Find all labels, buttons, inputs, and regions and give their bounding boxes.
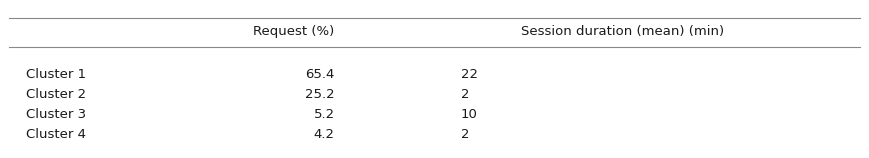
Text: 4.2: 4.2 — [314, 128, 335, 141]
Text: 25.2: 25.2 — [305, 88, 335, 101]
Text: Cluster 2: Cluster 2 — [26, 88, 86, 101]
Text: Cluster 1: Cluster 1 — [26, 68, 86, 81]
Text: Cluster 3: Cluster 3 — [26, 108, 86, 121]
Text: 65.4: 65.4 — [305, 68, 335, 81]
Text: Request (%): Request (%) — [254, 25, 335, 38]
Text: 2: 2 — [461, 88, 469, 101]
Text: Session duration (mean) (min): Session duration (mean) (min) — [521, 25, 725, 38]
Text: 2: 2 — [461, 128, 469, 141]
Text: 22: 22 — [461, 68, 478, 81]
Text: Cluster 4: Cluster 4 — [26, 128, 86, 141]
Text: 10: 10 — [461, 108, 477, 121]
Text: 5.2: 5.2 — [314, 108, 335, 121]
